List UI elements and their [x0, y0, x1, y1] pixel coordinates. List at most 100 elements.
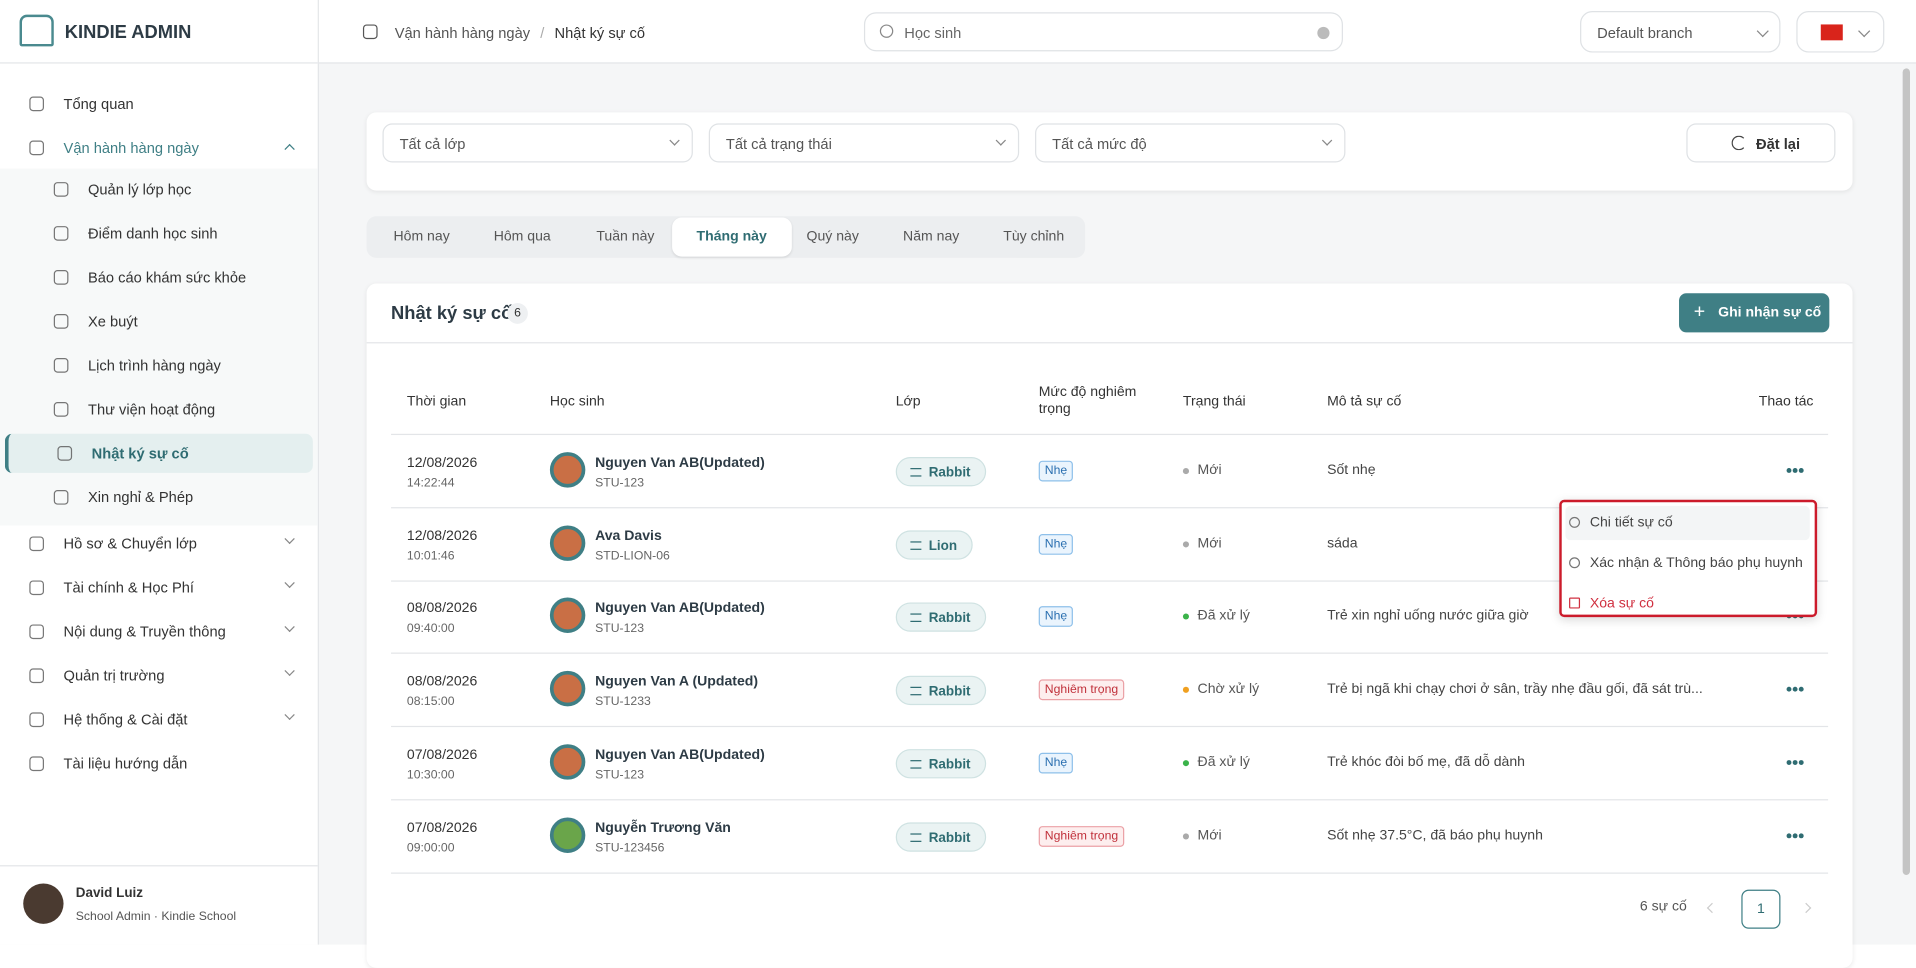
menu-item[interactable]: Chi tiết sự cố — [1565, 505, 1810, 541]
branch-select[interactable]: Default branch — [1580, 10, 1781, 53]
reset-button[interactable]: Đặt lại — [1686, 123, 1836, 163]
nav-label: Nhật ký sự cố — [91, 444, 189, 462]
button-label: Ghi nhận sự cố — [1718, 305, 1822, 321]
language-select[interactable] — [1796, 10, 1885, 53]
list-icon — [910, 540, 922, 550]
period-tabs: Hôm nay Hôm qua Tuần này Tháng này Quý này Nă… — [366, 216, 1086, 258]
nav-item[interactable]: Nội dung & Truyền thông — [5, 613, 313, 650]
filter-select[interactable]: Tất cả trạng thái — [708, 123, 1020, 163]
add-incident-button[interactable]: + Ghi nhận sự cố — [1679, 293, 1830, 333]
nav-subitem[interactable]: Quản lý lớp học — [5, 170, 313, 209]
filter-select[interactable]: Tất cả mức độ — [1035, 123, 1346, 163]
pagination-next[interactable] — [1800, 902, 1812, 914]
list-icon — [910, 613, 922, 623]
more-actions[interactable] — [1786, 759, 1807, 766]
nav-icon — [53, 182, 69, 197]
nav-label: Tài liệu hướng dẫn — [63, 755, 188, 773]
nav-subitem[interactable]: Lịch trình hàng ngày — [5, 346, 313, 385]
student-id: STU-1233 — [595, 695, 651, 709]
nav-item[interactable]: Tổng quan — [5, 86, 313, 123]
nav-item[interactable]: Hệ thống & Cài đặt — [5, 701, 313, 738]
chevron — [1756, 25, 1769, 38]
status: Đã xử lý — [1197, 754, 1250, 770]
page-button[interactable]: 1 — [1741, 889, 1781, 929]
class-name: Rabbit — [928, 684, 971, 700]
nav-label: Báo cáo khám sức khỏe — [87, 268, 247, 286]
tab[interactable]: Tháng này — [672, 217, 792, 257]
chevron — [284, 665, 295, 677]
chevron — [284, 577, 295, 589]
student-id: STU-123456 — [595, 841, 665, 855]
scrollbar[interactable] — [1902, 68, 1910, 875]
tab[interactable]: Tùy chỉnh — [1003, 229, 1065, 245]
search-placeholder: Học sinh — [904, 24, 962, 42]
tab[interactable]: Hôm qua — [493, 229, 551, 245]
nav-icon — [29, 712, 44, 728]
dot — [1798, 759, 1804, 765]
divider — [0, 62, 318, 64]
class-badge: Rabbit — [895, 602, 987, 633]
nav-label: Quản trị trường — [63, 667, 165, 685]
breadcrumb-separator: / — [540, 24, 545, 42]
search-box[interactable]: Học sinh — [863, 12, 1343, 52]
dot — [1792, 468, 1798, 473]
nav-icon — [53, 402, 69, 417]
nav-item[interactable]: Quản trị trường — [5, 657, 313, 694]
clear-icon[interactable] — [1317, 26, 1330, 40]
severity-badge: Nghiêm trọng — [1038, 679, 1125, 701]
description: Sốt nhẹ — [1327, 463, 1376, 478]
menu-item[interactable]: Xác nhận & Thông báo phụ huynh — [1565, 546, 1809, 580]
nav-subitem[interactable]: Xe buýt — [5, 302, 313, 341]
nav-item[interactable]: Tài liệu hướng dẫn — [5, 745, 313, 782]
chevron — [1858, 25, 1871, 38]
more-actions[interactable] — [1786, 686, 1807, 693]
tab[interactable]: Quý này — [806, 229, 859, 245]
nav-icon — [29, 140, 44, 156]
severity-badge: Nhẹ — [1038, 752, 1074, 774]
student-name: Nguyen Van AB(Updated) — [595, 747, 765, 763]
nav-item[interactable]: Vận hành hàng ngày — [5, 130, 313, 167]
sidebar-toggle[interactable] — [362, 24, 378, 40]
nav-item[interactable]: Tài chính & Học Phí — [5, 569, 313, 606]
tab[interactable]: Năm nay — [903, 229, 960, 245]
pagination-prev[interactable] — [1706, 902, 1718, 914]
status: Mới — [1197, 827, 1222, 843]
tab[interactable]: Hôm nay — [393, 229, 450, 245]
menu-item[interactable]: Xóa sự cố — [1565, 587, 1809, 621]
nav-label: Quản lý lớp học — [87, 180, 192, 198]
chevron — [284, 143, 295, 155]
nav-subitem[interactable]: Báo cáo khám sức khỏe — [5, 258, 313, 297]
date: 08/08/2026 — [406, 601, 478, 617]
student-name: Ava Davis — [595, 528, 662, 544]
nav-subitem[interactable]: Nhật ký sự cố — [4, 433, 313, 473]
chevron — [1321, 135, 1333, 146]
class-badge: Rabbit — [895, 821, 987, 852]
description: sáda — [1327, 536, 1358, 551]
more-actions[interactable] — [1786, 468, 1807, 474]
nav-subitem[interactable]: Điểm danh học sinh — [5, 214, 313, 253]
severity-badge: Nhẹ — [1038, 606, 1074, 628]
class-badge: Rabbit — [895, 675, 987, 706]
incident-card: Nhật ký sự cố 6 + Ghi nhận sự cố Thời gia… — [366, 283, 1853, 968]
nav-subitem[interactable]: Thư viện hoạt động — [5, 390, 313, 429]
nav-item[interactable]: Hồ sơ & Chuyển lớp — [5, 525, 313, 562]
more-actions[interactable] — [1786, 832, 1807, 839]
class-badge: Rabbit — [895, 457, 987, 487]
filter-card: Đặt lại Tất cả lớp Tất cả trạng thái Tất c… — [366, 112, 1853, 191]
student-avatar — [549, 452, 586, 488]
select-label: Tất cả lớp — [399, 135, 466, 153]
status-dot — [1182, 686, 1190, 693]
nav-label: Vận hành hàng ngày — [63, 139, 199, 157]
nav-icon — [53, 358, 69, 373]
nav-label: Điểm danh học sinh — [87, 224, 218, 242]
class-name: Rabbit — [928, 465, 971, 481]
status-dot — [1182, 468, 1190, 475]
column-header: Mô tả sự cố — [1327, 394, 1402, 410]
filter-select[interactable]: Tất cả lớp — [382, 123, 693, 163]
breadcrumb-link[interactable]: Vận hành hàng ngày — [394, 24, 531, 42]
nav-subitem[interactable]: Xin nghỉ & Phép — [5, 478, 313, 517]
table-row: 07/08/2026 10:30:00 Nguyen Van AB(Updated)… — [391, 727, 1829, 801]
tab[interactable]: Tuần này — [596, 229, 655, 245]
student-avatar — [549, 743, 586, 780]
nav-icon — [53, 270, 69, 285]
